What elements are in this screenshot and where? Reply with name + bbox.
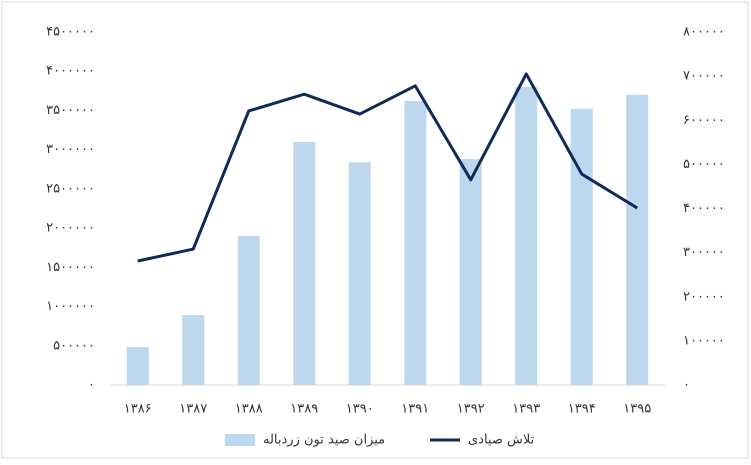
legend-label: میزان صید تون زردباله [263,433,385,448]
y-tick-label: ۳۵۰۰۰۰۰ [46,103,95,118]
y-tick-label: ۲۵۰۰۰۰۰ [46,181,95,196]
x-tick-label: ۱۳۸۶ [124,402,152,417]
y-tick-label: ۱۵۰۰۰۰۰ [46,260,95,275]
x-tick-label: ۱۳۹۴ [568,402,596,417]
y2-tick-label: ۴۰۰۰۰۰ [683,201,725,216]
legend-swatch [225,434,255,446]
line-series [137,72,639,263]
y2-tick-label: ۸۰۰۰۰۰ [683,25,725,40]
y-tick-label: ۴۵۰۰۰۰۰ [46,25,95,40]
x-tick-label: ۱۳۸۷ [179,402,207,417]
bar [515,86,538,386]
y-tick-label: ۴۰۰۰۰۰۰ [46,64,95,79]
y2-tick-label: ۰ [683,378,690,393]
x-tick-label: ۱۳۹۰ [346,402,374,417]
x-tick-label: ۱۳۹۱ [401,402,429,417]
x-tick-label: ۱۳۹۳ [512,402,540,417]
bar [404,101,427,385]
y2-tick-label: ۳۰۰۰۰۰ [683,245,725,260]
x-tick-label: ۱۳۸۸ [235,402,263,417]
x-tick-label: ۱۳۸۹ [290,402,318,417]
y2-tick-label: ۷۰۰۰۰۰ [683,69,725,84]
y2-tick-label: ۶۰۰۰۰۰ [683,113,725,128]
bar [459,159,482,385]
y-tick-label: ۵۰۰۰۰۰ [53,338,95,353]
y2-tick-label: ۵۰۰۰۰۰ [683,157,725,172]
x-tick-label: ۱۳۹۵ [623,402,651,417]
legend-label: تلاش صیادی [468,433,535,448]
y-tick-label: ۲۰۰۰۰۰۰ [46,221,95,236]
bar [237,235,260,385]
bar [182,315,205,385]
x-tick-label: ۱۳۹۲ [457,402,485,417]
bar [126,347,149,385]
y2-tick-label: ۲۰۰۰۰۰ [683,289,725,304]
bar [626,94,649,385]
bar [348,162,371,385]
bar [293,141,316,385]
y2-tick-label: ۱۰۰۰۰۰ [683,333,725,348]
y-tick-label: ۳۰۰۰۰۰۰ [46,142,95,157]
y-tick-label: ۰ [88,378,95,393]
y-tick-label: ۱۰۰۰۰۰۰ [46,299,95,314]
bar [570,108,593,386]
